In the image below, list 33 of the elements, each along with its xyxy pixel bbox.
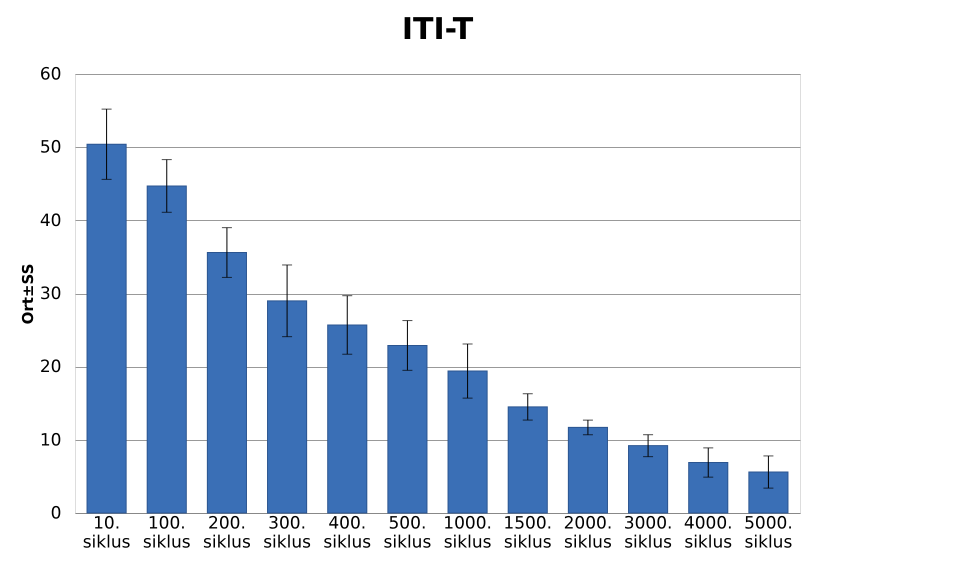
x-tick-label: 500. siklus	[384, 514, 432, 552]
bar	[688, 462, 728, 514]
bar	[387, 344, 428, 514]
y-tick-label: 10	[40, 430, 62, 450]
y-tick-label: 40	[40, 210, 62, 231]
bar	[628, 445, 668, 514]
y-tick-label: 60	[40, 64, 62, 84]
x-tick-label: 4000. siklus	[684, 514, 733, 552]
y-tick-label: 20	[40, 357, 62, 378]
x-tick-label: 1000. siklus	[443, 514, 492, 552]
bar	[206, 252, 247, 514]
bar	[568, 426, 608, 514]
y-axis-title: Ort±SS	[18, 264, 37, 324]
y-tick-label: 30	[40, 284, 62, 304]
x-tick-label: 400. siklus	[323, 514, 372, 552]
bar	[267, 300, 308, 514]
bar	[508, 406, 548, 514]
x-tick-label: 300. siklus	[263, 514, 312, 552]
bar	[748, 472, 788, 514]
bar	[86, 144, 127, 514]
bar	[448, 370, 488, 514]
x-tick-label: 200. siklus	[203, 514, 251, 552]
x-tick-label: 5000. siklus	[744, 514, 793, 552]
x-tick-label: 1500. siklus	[503, 514, 552, 552]
x-tick-label: 2000. siklus	[564, 514, 612, 552]
x-tick-label: 10. siklus	[82, 514, 131, 552]
bar	[327, 324, 368, 514]
bar	[146, 185, 187, 514]
chart-title: ITI-T	[402, 12, 474, 47]
y-tick-label: 0	[50, 504, 62, 524]
x-tick-label: 3000. siklus	[624, 514, 672, 552]
y-tick-label: 50	[40, 138, 62, 158]
x-tick-label: 100. siklus	[142, 514, 191, 552]
